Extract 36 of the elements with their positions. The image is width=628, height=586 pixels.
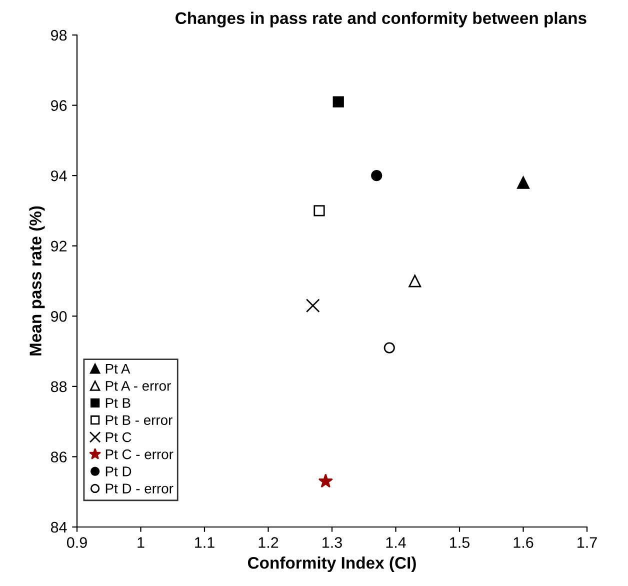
point: [408, 274, 422, 288]
legend-label: Pt C: [106, 432, 132, 442]
point: [371, 170, 382, 182]
legend-label: Pt C - error: [106, 449, 174, 460]
y-tick-label: 92: [51, 240, 67, 252]
legend-label: Pt D: [106, 466, 132, 476]
x-tick-label: 1.1: [195, 537, 214, 548]
point: [318, 474, 333, 488]
point: [332, 96, 344, 108]
y-tick-label: 98: [51, 30, 67, 41]
legend-label: Pt A: [106, 364, 130, 374]
x-tick-label: 1.7: [578, 537, 597, 548]
point: [384, 342, 395, 354]
x-tick-label: 1.3: [322, 537, 342, 548]
point: [306, 298, 320, 313]
y-axis-title: Mean pass rate (%): [29, 206, 45, 356]
point: [314, 205, 325, 216]
y-tick-label: 86: [50, 452, 67, 462]
x-axis-title: Conformity Index (CI): [248, 556, 416, 572]
x-tick-label: 1.6: [514, 537, 534, 548]
x-tick-label: 1.4: [386, 537, 406, 548]
legend-label: Pt B - error: [106, 415, 172, 426]
chart-title: Changes in pass rate and conformity between plans: [176, 12, 586, 28]
y-tick-label: 84: [50, 522, 67, 533]
x-tick-label: 1.2: [258, 537, 278, 548]
y-tick-label: 88: [50, 381, 67, 392]
x-tick-label: 0.9: [66, 537, 87, 548]
x-tick-label: 1: [138, 537, 144, 548]
y-tick-label: 90: [51, 311, 67, 322]
y-tick-label: 96: [51, 100, 67, 111]
x-tick-label: 1.5: [450, 537, 470, 548]
legend-label: Pt A - error: [106, 381, 171, 391]
legend-label: Pt B: [106, 398, 130, 408]
y-tick-label: 94: [51, 170, 67, 182]
legend-label: Pt D - error: [106, 484, 174, 494]
point: [517, 176, 530, 189]
